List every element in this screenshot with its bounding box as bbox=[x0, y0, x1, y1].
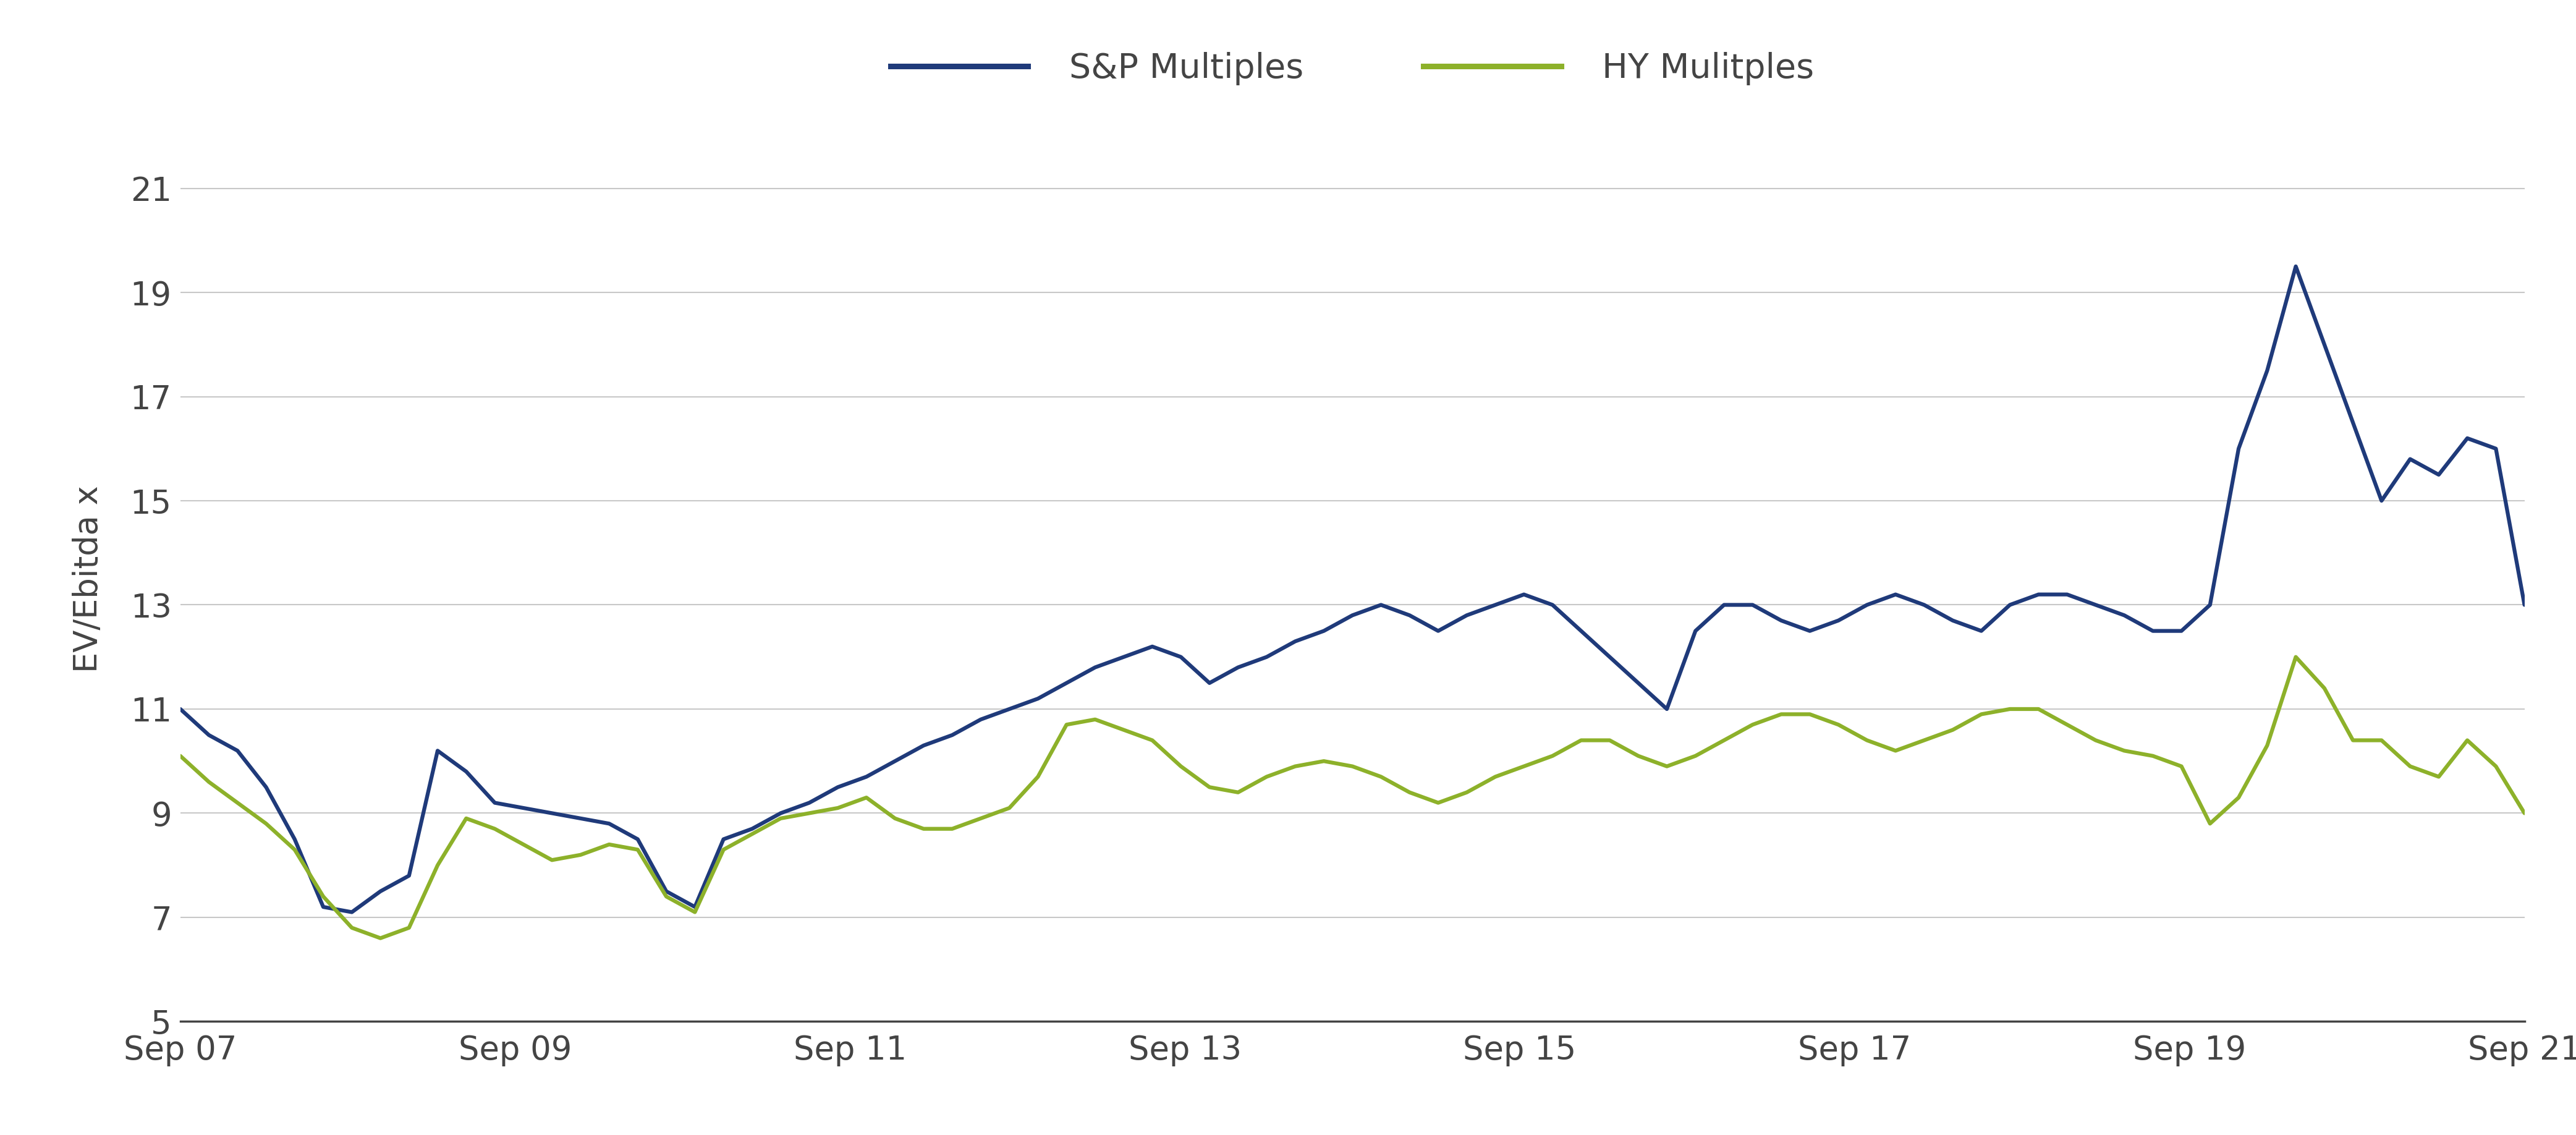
Legend: S&P Multiples, HY Mulitples: S&P Multiples, HY Mulitples bbox=[876, 39, 1829, 99]
Y-axis label: EV/Ebitda x: EV/Ebitda x bbox=[72, 486, 106, 672]
